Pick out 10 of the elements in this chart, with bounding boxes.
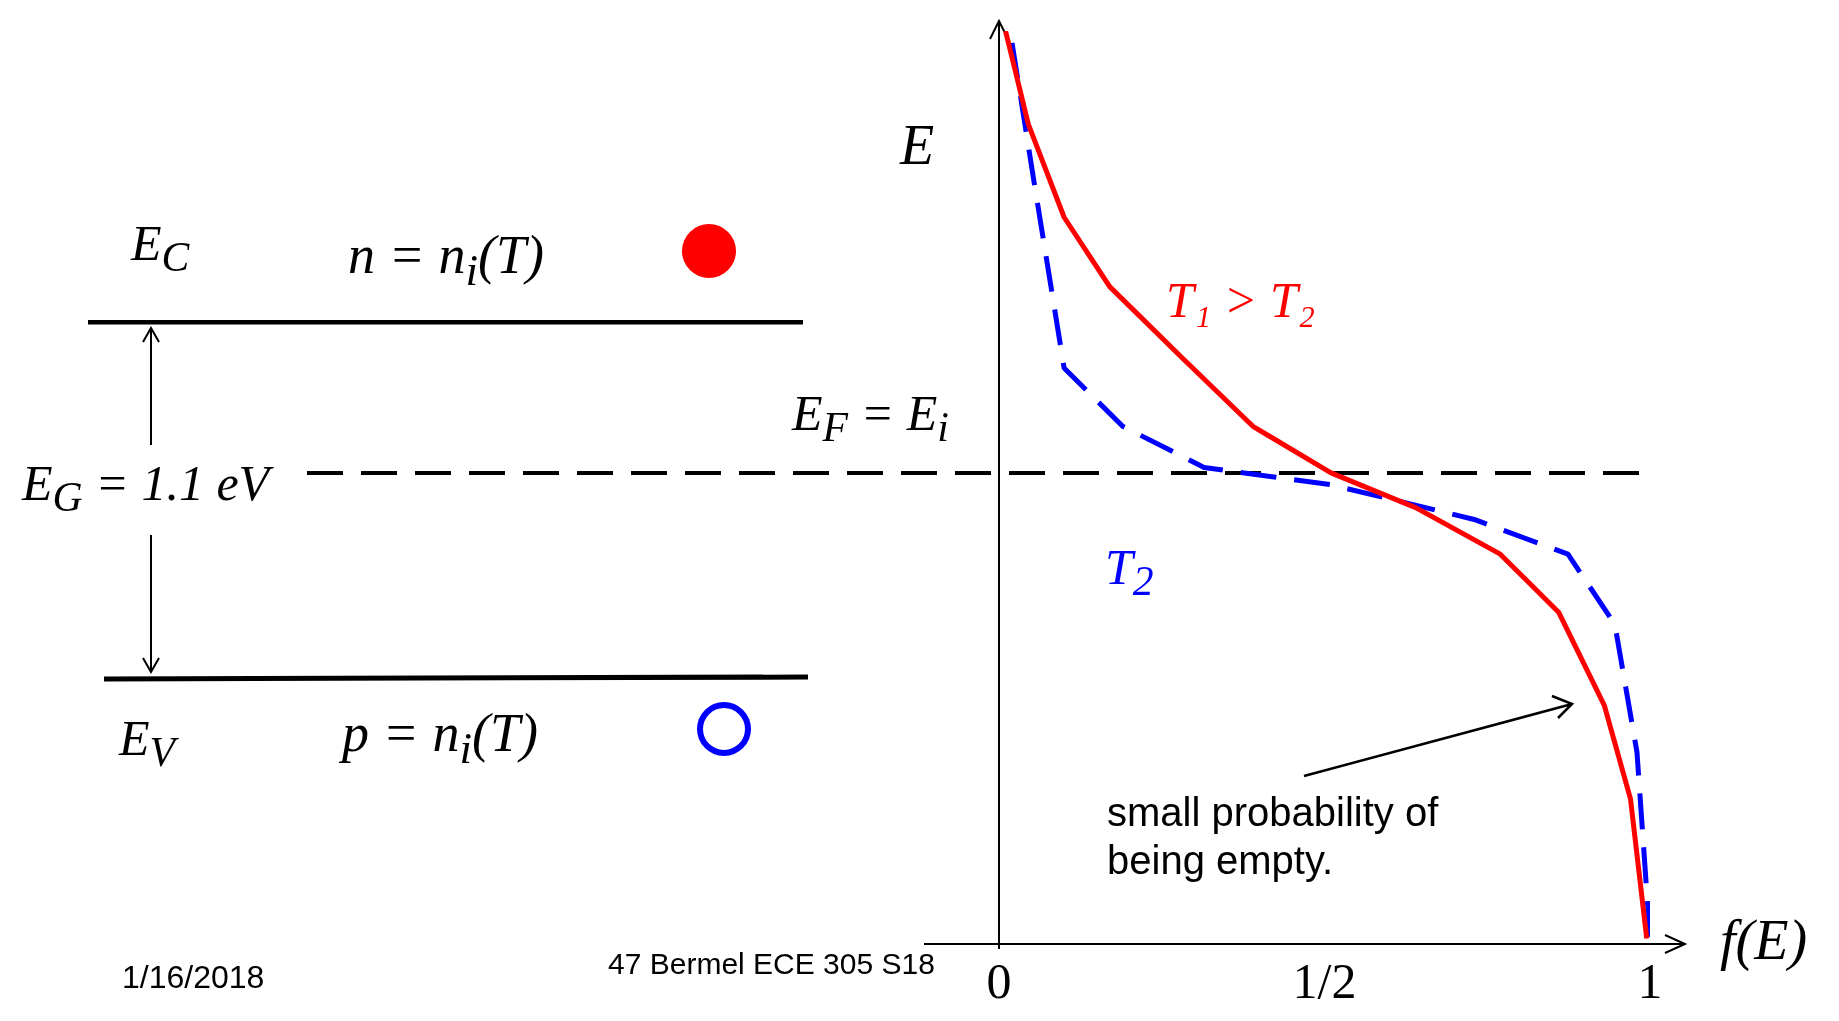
x-tick-label: 1/2 xyxy=(1292,953,1357,1010)
text: 1/16/2018 xyxy=(122,958,265,997)
text: n = n$_{i}$(T) xyxy=(348,224,544,297)
x-tick-label: 1 xyxy=(1637,953,1663,1010)
x-tick-label: 0 xyxy=(986,953,1012,1010)
text: E$_{C}$ xyxy=(131,214,190,282)
y-axis-title: E xyxy=(900,113,935,177)
text: 47 Bermel ECE 305 S18 xyxy=(608,946,935,982)
ref-line-label: E$_{F}$ = E$_{i}$ xyxy=(792,384,949,451)
x-axis-title: f(E) xyxy=(1720,908,1808,972)
